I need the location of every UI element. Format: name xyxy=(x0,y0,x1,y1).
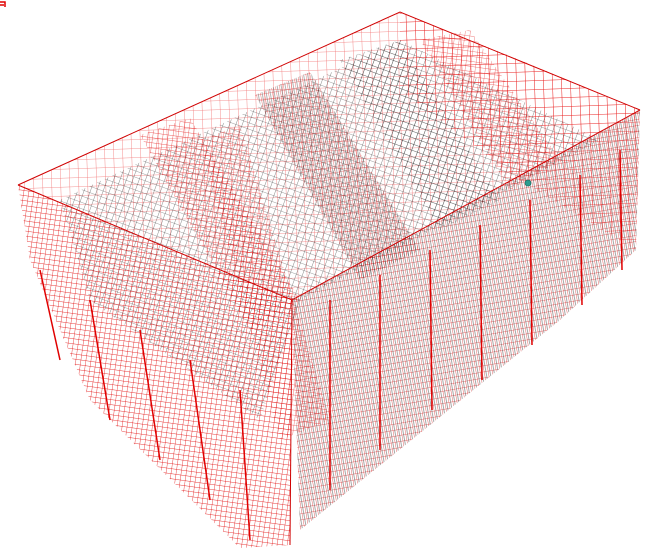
corner-glyph-icon xyxy=(0,1,6,7)
right-facade-mesh xyxy=(292,110,640,530)
internal-wall-meshes xyxy=(140,30,560,440)
frame-outline xyxy=(17,11,641,546)
column-lines xyxy=(39,149,623,541)
selected-node-marker[interactable] xyxy=(524,179,532,187)
